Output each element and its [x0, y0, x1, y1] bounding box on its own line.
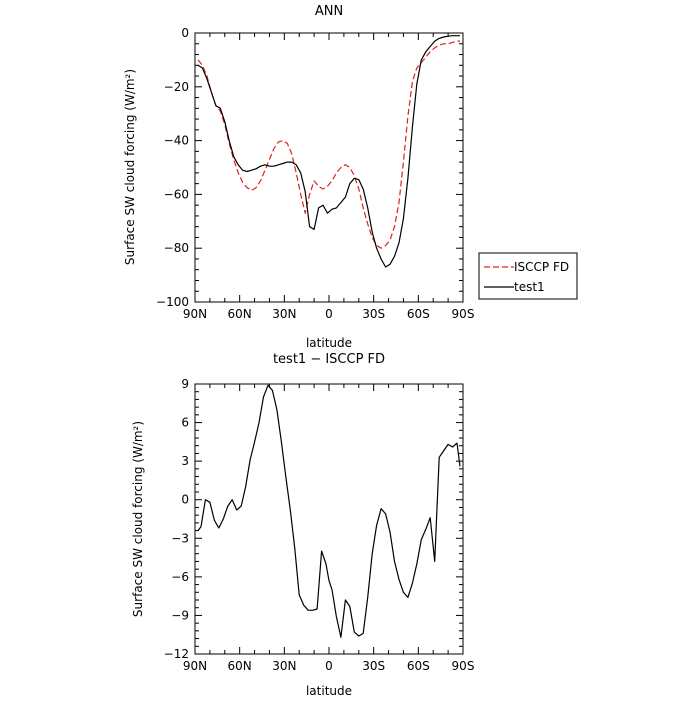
top-x-tick-label: 90S	[452, 307, 475, 321]
top-series-line-test1	[197, 35, 460, 268]
legend: ISCCP FD test1	[478, 252, 578, 300]
top-y-tick-label: −80	[164, 241, 189, 255]
bottom-x-tick-labels: 90N 60N 30N 0 30S 60S 90S	[183, 659, 475, 673]
bottom-chart-title: test1 − ISCCP FD	[273, 352, 385, 367]
top-x-tick-label: 90N	[183, 307, 207, 321]
legend-label-isccp-fd: ISCCP FD	[514, 260, 569, 274]
legend-label-test1: test1	[514, 280, 545, 294]
top-x-tick-label: 0	[325, 307, 333, 321]
top-x-tick-labels: 90N 60N 30N 0 30S 60S 90S	[183, 307, 475, 321]
bottom-x-tick-label: 60S	[407, 659, 430, 673]
legend-box	[478, 252, 578, 300]
top-x-tick-label: 60N	[228, 307, 252, 321]
bottom-y-tick-label: −3	[171, 531, 189, 545]
top-y-tick-label: −60	[164, 187, 189, 201]
bottom-y-tick-label: 3	[181, 454, 189, 468]
bottom-plot-frame	[194, 383, 464, 655]
bottom-x-tick-label: 90N	[183, 659, 207, 673]
top-x-tick-label: 30S	[362, 307, 385, 321]
top-x-tick-label: 60S	[407, 307, 430, 321]
bottom-x-tick-label: 60N	[228, 659, 252, 673]
bottom-x-tick-label: 30N	[272, 659, 296, 673]
top-series-line-isccp-fd	[197, 40, 460, 249]
bottom-axis-ticks	[194, 383, 464, 655]
bottom-x-tick-label: 0	[325, 659, 333, 673]
top-y-tick-label: −40	[164, 134, 189, 148]
bottom-y-tick-label: 0	[181, 493, 189, 507]
bottom-series-line-0	[197, 384, 461, 638]
bottom-x-tick-label: 90S	[452, 659, 475, 673]
top-y-axis-label: Surface SW cloud forcing (W/m²)	[123, 69, 137, 265]
bottom-y-tick-label: 9	[181, 377, 189, 391]
bottom-x-tick-label: 30S	[362, 659, 385, 673]
bottom-x-axis-label: latitude	[306, 684, 352, 698]
bottom-y-tick-label: −6	[171, 570, 189, 584]
bottom-panel: test1 − ISCCP FD 90N 60N 30N 0 30S 60S 90S 9 6 3…	[131, 352, 474, 698]
top-y-tick-label: 0	[181, 26, 189, 40]
bottom-series-lines	[197, 384, 461, 638]
top-axis-ticks	[194, 32, 464, 303]
top-chart-title: ANN	[315, 4, 343, 19]
top-y-tick-label: −100	[156, 295, 189, 309]
top-panel: ANN 90N 60N 30N 0 30S 60S 90S 0 −20 −40 −60 −80 −10…	[123, 4, 474, 350]
bottom-y-tick-labels: 9 6 3 0 −3 −6 −9 −12	[164, 377, 189, 661]
bottom-y-tick-label: −9	[171, 608, 189, 622]
bottom-y-axis-label: Surface SW cloud forcing (W/m²)	[131, 421, 145, 617]
top-series-lines	[197, 35, 460, 268]
top-x-axis-label: latitude	[306, 336, 352, 350]
top-x-tick-label: 30N	[272, 307, 296, 321]
top-y-tick-label: −20	[164, 80, 189, 94]
top-plot-frame	[194, 32, 464, 303]
top-y-tick-labels: 0 −20 −40 −60 −80 −100	[156, 26, 189, 309]
bottom-y-tick-label: 6	[181, 416, 189, 430]
bottom-y-tick-label: −12	[164, 647, 189, 661]
